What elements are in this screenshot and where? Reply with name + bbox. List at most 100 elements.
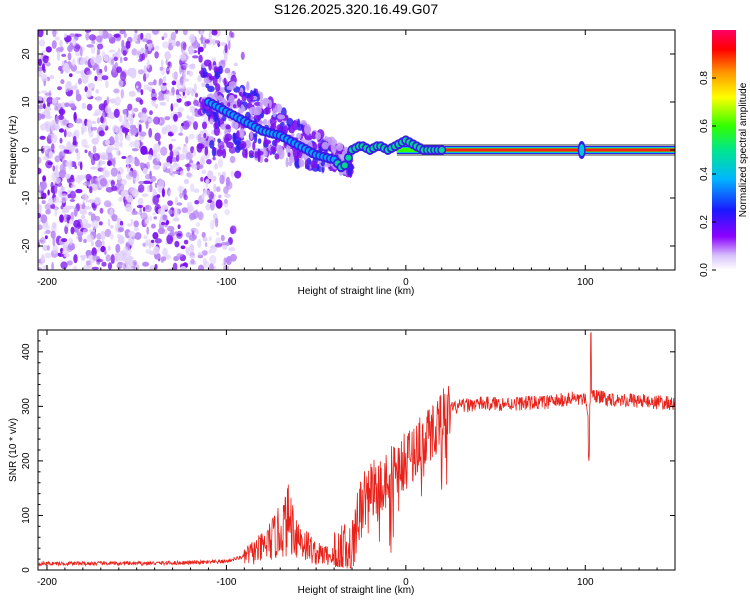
spec-x-tick-label: -200	[37, 277, 57, 288]
spectrogram-noise-blob	[92, 126, 98, 131]
spectrogram-cone-blob	[241, 94, 247, 102]
spectrogram-noise-blob	[151, 88, 156, 94]
spectrogram-noise-blob	[198, 46, 204, 53]
spectrogram-noise-blob	[68, 219, 75, 225]
spectrogram-noise-blob	[154, 263, 158, 270]
spectrogram-noise-blob	[129, 155, 135, 164]
spectrogram-cone-blob	[212, 147, 216, 152]
spectrogram-noise-blob	[128, 170, 136, 177]
spectrogram-noise-blob	[95, 239, 103, 248]
spectrogram-noise-blob	[209, 254, 217, 265]
spectrogram-noise-blob	[51, 97, 58, 104]
spectrogram-noise-blob	[92, 145, 97, 154]
spectrogram-noise-blob	[77, 78, 82, 85]
spectrogram-noise-blob	[201, 82, 206, 88]
spectrogram-noise-blob	[40, 123, 46, 131]
spectrogram-noise-blob	[147, 154, 153, 161]
spectrogram-noise-blob	[52, 237, 56, 247]
spectrogram-noise-blob	[171, 80, 177, 86]
spectrogram-noise-blob	[220, 234, 225, 242]
spectrogram-noise-blob	[83, 182, 87, 187]
spectrogram-noise-blob	[90, 240, 94, 247]
spectrogram-noise-blob	[184, 101, 191, 107]
spectrogram-x-ticks: -200 -100 0 100	[37, 30, 676, 288]
spectrogram-noise-blob	[82, 193, 87, 201]
spectrogram-noise-blob	[96, 95, 102, 102]
spectrogram-noise-blob	[88, 211, 93, 216]
spectrogram-noise-blob	[195, 164, 204, 170]
spectrogram-noise-blob	[123, 246, 129, 255]
spectrogram-noise-blob	[135, 264, 140, 269]
spectrogram-noise-blob	[54, 155, 61, 163]
spectrogram-cone-blob	[228, 94, 235, 103]
spectrogram-noise-blob	[83, 238, 87, 244]
colorbar-tick-label: 0.8	[699, 71, 710, 85]
spectrogram-noise-blob	[40, 237, 46, 245]
spectrogram-noise-blob	[42, 175, 46, 183]
spectrogram-cone-blob	[262, 150, 268, 158]
spectrogram-noise-blob	[139, 131, 147, 137]
spectrogram-noise-blob	[233, 62, 238, 67]
spectrogram-noise-blob	[72, 265, 78, 270]
spectrogram-noise-blob	[186, 152, 193, 160]
spectrogram-cone-blob	[202, 140, 210, 149]
spectrogram-noise-blob	[180, 95, 187, 99]
spectrogram-noise-blob	[63, 33, 67, 38]
spectrogram-noise-blob	[134, 262, 137, 266]
snr-series-line	[38, 332, 675, 569]
spectrogram-noise-blob	[175, 30, 179, 34]
spectrogram-noise-blob	[181, 207, 188, 214]
spectrogram-noise-blob	[70, 64, 77, 72]
spectrogram-noise-blob	[121, 127, 129, 134]
spectrogram-noise-blob	[143, 235, 148, 240]
spec-y-tick-label: 20	[21, 48, 32, 60]
spectrogram-noise-blob	[44, 92, 52, 96]
snr-y-tick-label: 300	[21, 398, 32, 415]
spectrogram-cone-blob	[304, 123, 312, 135]
ridge-blob-inner	[345, 154, 352, 161]
spectrogram-cone-blob	[291, 120, 299, 131]
spectrogram-cone-blob	[213, 113, 219, 122]
spectrogram-noise-blob	[211, 30, 218, 36]
spectrogram-noise-blob	[52, 222, 57, 229]
spectrogram-noise-blob	[206, 159, 212, 165]
spectrogram-cone-blob	[203, 132, 207, 139]
spectrogram-noise-blob	[205, 242, 208, 248]
spectrogram-noise-blob	[101, 261, 107, 267]
spectrogram-cone-blob	[249, 106, 257, 115]
spectrogram-noise-blob	[100, 230, 106, 241]
spec-y-tick-label: 0	[21, 147, 32, 153]
spectrogram-noise-blob	[119, 220, 124, 226]
spectrogram-noise-blob	[173, 161, 177, 167]
spectrogram-noise-blob	[122, 263, 127, 270]
spectrogram-noise-blob	[98, 103, 106, 111]
spectrogram-noise-blob	[122, 50, 127, 56]
spectrogram-noise-blob	[119, 132, 124, 142]
spectrogram-noise-blob	[118, 115, 123, 122]
spectrogram-noise-blob	[189, 243, 195, 253]
spectrogram-noise-blob	[87, 82, 96, 89]
spectrogram-cone-blob	[274, 153, 280, 160]
spectrogram-noise-blob	[140, 112, 148, 122]
spectrogram-noise-blob	[189, 255, 196, 259]
spectrogram-cone-blob	[265, 106, 269, 115]
ridge-spike-inner	[579, 144, 585, 156]
spectrogram-noise-blob	[140, 212, 148, 221]
spectrogram-noise-blob	[119, 141, 123, 148]
spectrogram-cone-blob	[304, 135, 313, 141]
spectrogram-noise-blob	[133, 107, 139, 112]
ridge-band-core	[423, 148, 675, 152]
spectrogram-noise-blob	[79, 255, 88, 258]
spectrogram-noise-blob	[116, 66, 122, 73]
spectrogram-noise-blob	[152, 195, 160, 205]
spectrogram-noise-blob	[117, 227, 124, 233]
spectrogram-noise-blob	[109, 225, 114, 229]
spectrogram-noise-blob	[42, 225, 51, 230]
spectrogram-cone-blob	[209, 118, 214, 125]
spectrogram-cone-blob	[292, 148, 299, 158]
spectrogram-noise-blob	[54, 207, 58, 217]
spectrogram-marks	[38, 30, 675, 270]
spectrogram-cone-blob	[239, 91, 243, 97]
spectrogram-noise-blob	[110, 167, 118, 177]
spectrogram-noise-blob	[140, 47, 146, 55]
